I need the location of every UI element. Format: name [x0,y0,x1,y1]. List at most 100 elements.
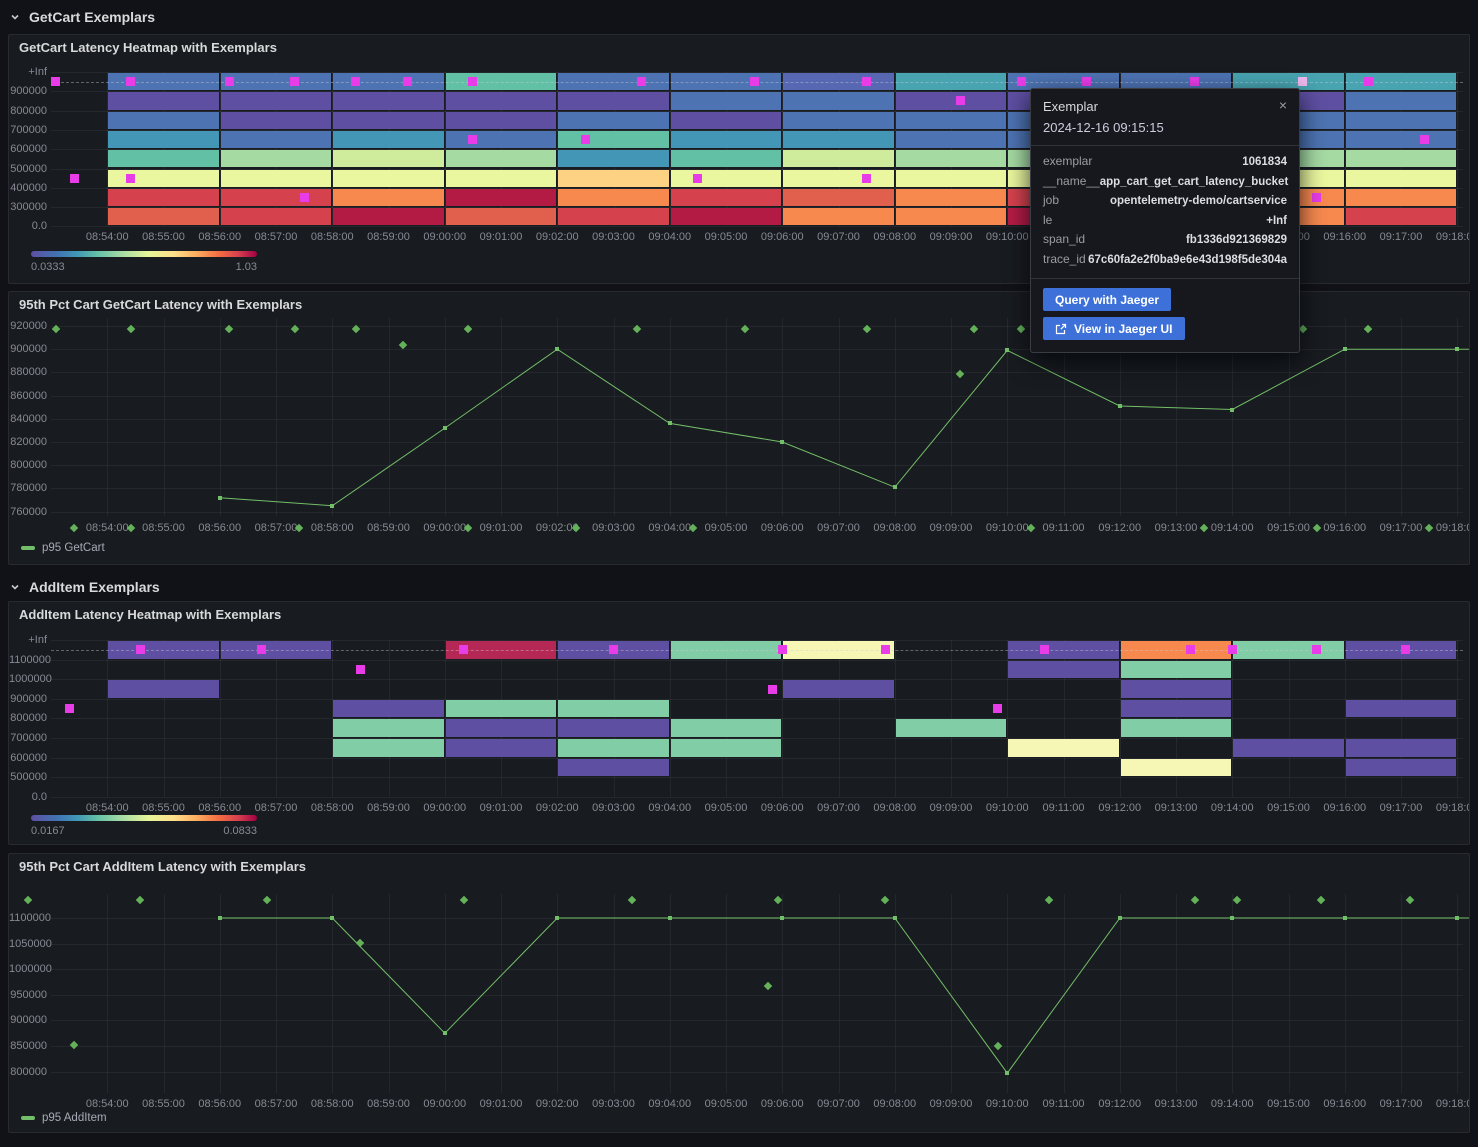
heatmap-cell[interactable] [445,169,557,187]
exemplar-marker[interactable] [1082,77,1092,87]
heatmap-cell[interactable] [558,188,669,207]
heatmap-cell[interactable] [1345,739,1457,757]
panel-title[interactable]: 95th Pct Cart GetCart Latency with Exemp… [19,297,303,312]
heatmap-cell[interactable] [670,739,782,757]
heatmap-cell[interactable] [445,150,557,168]
exemplar-marker[interactable] [693,173,703,183]
heatmap-cell[interactable] [558,719,669,737]
heatmap-cell[interactable] [108,92,219,110]
heatmap-cell[interactable] [783,208,894,226]
heatmap-cell[interactable] [895,92,1007,110]
heatmap-cell[interactable] [670,719,782,737]
heatmap-cell[interactable] [895,150,1007,168]
heatmap-cell[interactable] [445,130,557,149]
heatmap-cell[interactable] [1345,208,1457,226]
exemplar-diamond[interactable] [23,895,32,905]
heatmap-cell[interactable] [108,130,219,149]
heatmap-cell[interactable] [895,169,1007,187]
exemplar-marker[interactable] [1227,645,1237,655]
heatmap-cell[interactable] [333,188,444,207]
view-in-jaeger-button[interactable]: View in Jaeger UI [1043,317,1185,340]
heatmap-cell[interactable] [108,169,219,187]
exemplar-diamond[interactable] [993,1041,1003,1051]
heatmap-cell[interactable] [445,641,557,659]
exemplar-marker[interactable] [257,645,267,655]
exemplar-marker[interactable] [993,704,1003,714]
heatmap-cell[interactable] [558,111,669,129]
heatmap-cell[interactable] [895,111,1007,129]
heatmap-cell[interactable] [558,150,669,168]
exemplar-marker[interactable] [355,664,365,674]
exemplar-marker[interactable] [402,77,412,87]
heatmap-cell[interactable] [1345,130,1457,149]
heatmap-cell[interactable] [220,641,332,659]
exemplar-diamond[interactable] [773,895,782,905]
exemplar-diamond[interactable] [356,938,365,947]
heatmap-cell[interactable] [670,111,782,129]
heatmap-cell[interactable] [670,641,782,659]
panel-title[interactable]: AddItem Latency Heatmap with Exemplars [19,607,282,622]
heatmap-cell[interactable] [445,739,557,757]
heatmap-cell[interactable] [445,208,557,226]
close-icon[interactable]: × [1278,97,1287,113]
heatmap-cell[interactable] [108,111,219,129]
exemplar-diamond[interactable] [459,895,468,905]
heatmap-cell[interactable] [333,699,444,718]
heatmap-cell[interactable] [783,169,894,187]
query-with-jaeger-button[interactable]: Query with Jaeger [1043,288,1172,311]
heatmap-cell[interactable] [1345,92,1457,110]
exemplar-marker[interactable] [1401,645,1411,655]
exemplar-diamond[interactable] [398,340,407,349]
heatmap-cell[interactable] [220,130,332,149]
heatmap-cell[interactable] [670,169,782,187]
heatmap-cell[interactable] [333,130,444,149]
exemplar-marker[interactable] [69,173,79,183]
heatmap-cell[interactable] [1008,739,1119,757]
heatmap-cell[interactable] [108,208,219,226]
heatmap-cell[interactable] [783,641,894,659]
heatmap-cell[interactable] [1345,699,1457,718]
heatmap-cell[interactable] [1120,660,1232,679]
heatmap-cell[interactable] [1345,150,1457,168]
exemplar-marker[interactable] [637,77,647,87]
exemplar-marker[interactable] [126,77,136,87]
exemplar-diamond[interactable] [1045,895,1054,905]
exemplar-marker[interactable] [609,645,618,655]
heatmap-cell[interactable] [220,73,332,91]
exemplar-marker[interactable] [862,77,872,87]
heatmap-cell[interactable] [108,188,219,207]
exemplar-diamond[interactable] [70,1040,79,1050]
heatmap-cell[interactable] [1120,641,1232,659]
exemplar-marker[interactable] [880,645,890,655]
exemplar-diamond[interactable] [70,523,79,533]
heatmap-cell[interactable] [558,739,669,757]
exemplar-marker[interactable] [749,77,759,87]
exemplar-marker[interactable] [862,173,872,183]
exemplar-marker[interactable] [580,135,590,145]
heatmap-cell[interactable] [1345,758,1457,777]
heatmap-cell[interactable] [220,150,332,168]
exemplar-diamond[interactable] [262,895,271,905]
exemplar-marker[interactable] [777,645,787,655]
heatmap-cell[interactable] [333,150,444,168]
heatmap-cell[interactable] [1008,660,1119,679]
heatmap-cell[interactable] [783,130,894,149]
heatmap-cell[interactable] [895,188,1007,207]
heatmap-cell[interactable] [220,169,332,187]
heatmap-cell[interactable] [445,92,557,110]
heatmap-cell[interactable] [1120,699,1232,718]
exemplar-marker[interactable] [290,77,300,87]
heatmap-cell[interactable] [220,92,332,110]
exemplar-marker[interactable] [351,77,361,87]
heatmap-cell[interactable] [220,208,332,226]
heatmap-cell[interactable] [333,92,444,110]
section-row-getcart-exemplars[interactable]: GetCart Exemplars [10,5,155,29]
heatmap-cell[interactable] [670,130,782,149]
heatmap-cell[interactable] [783,150,894,168]
exemplar-diamond[interactable] [135,895,145,905]
heatmap-cell[interactable] [1345,641,1457,659]
heatmap-cell[interactable] [1233,73,1344,91]
legend-item-p95-getcart[interactable]: p95 GetCart [21,542,105,554]
exemplar-diamond[interactable] [956,369,965,378]
heatmap-cell[interactable] [1345,188,1457,207]
